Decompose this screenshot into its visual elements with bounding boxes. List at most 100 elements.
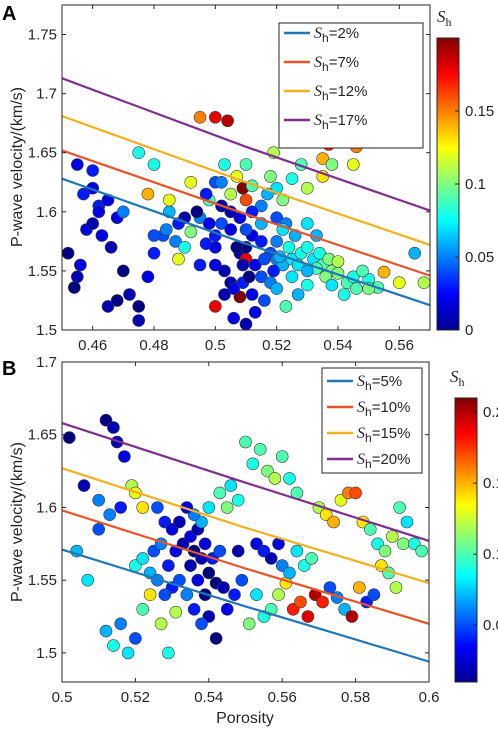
- data-point: [231, 544, 245, 558]
- model-curve-7pct: [62, 149, 430, 277]
- data-point: [169, 605, 183, 619]
- data-point: [209, 111, 222, 124]
- data-point: [162, 559, 175, 572]
- data-point: [254, 235, 268, 248]
- data-point: [147, 246, 161, 260]
- data-point: [117, 205, 130, 219]
- data-point: [242, 270, 256, 284]
- data-point: [258, 294, 271, 307]
- data-point: [92, 522, 105, 536]
- ylabel-a: P-wave velocity/(km/s): [9, 87, 26, 247]
- data-point: [377, 265, 391, 279]
- data-point: [121, 646, 135, 660]
- data-point: [136, 552, 149, 565]
- model-curve-12pct: [62, 115, 430, 246]
- x-tick-label: 0.46: [78, 337, 107, 354]
- data-point: [313, 246, 326, 260]
- data-point: [300, 278, 314, 292]
- data-point: [132, 300, 145, 313]
- data-point: [160, 223, 173, 236]
- data-point: [202, 217, 216, 230]
- data-point: [267, 264, 280, 278]
- data-point: [285, 270, 299, 284]
- data-point: [356, 264, 369, 278]
- legend-box-b: [321, 367, 423, 474]
- legend-entry: Sh=12%: [314, 83, 367, 103]
- data-point: [114, 501, 127, 514]
- data-point: [246, 457, 260, 471]
- data-point: [68, 281, 81, 294]
- data-point: [62, 246, 75, 260]
- panel-label-b: B: [2, 358, 16, 380]
- data-point: [172, 252, 185, 266]
- x-tick-label: 0.58: [341, 689, 370, 706]
- data-point: [213, 486, 227, 500]
- data-point: [350, 282, 363, 295]
- data-point: [81, 573, 94, 587]
- data-point: [228, 588, 241, 602]
- legend-entry: Sh=20%: [357, 451, 410, 471]
- data-point: [209, 241, 222, 254]
- data-point: [71, 270, 84, 284]
- data-point: [227, 311, 240, 325]
- data-point: [250, 588, 263, 602]
- data-point: [190, 205, 204, 219]
- data-point: [417, 276, 430, 289]
- data-point: [218, 158, 231, 171]
- data-point: [248, 305, 262, 319]
- data-point: [221, 114, 234, 128]
- legend-entry: Sh=15%: [357, 425, 410, 445]
- data-point: [300, 217, 314, 230]
- data-point: [132, 146, 145, 159]
- data-point: [184, 225, 198, 239]
- x-tick-label: 0.56: [268, 689, 297, 706]
- data-point: [385, 530, 399, 543]
- data-point: [283, 566, 296, 580]
- data-point: [110, 294, 124, 307]
- chart-b: P-wave velocity/(km/s) Porosity 0.5 0.52 0…: [9, 354, 498, 727]
- model-curve-17pct: [62, 77, 430, 212]
- colorbar-title-a: Sh: [437, 7, 452, 29]
- data-point: [218, 264, 231, 278]
- data-point: [218, 288, 231, 301]
- data-point: [415, 544, 429, 558]
- data-point: [71, 158, 84, 171]
- x-tick-label: 0.5: [52, 689, 73, 706]
- data-point: [117, 264, 130, 278]
- x-tick-label: 0.56: [385, 337, 414, 354]
- legend-entry: Sh=5%: [357, 373, 402, 393]
- data-point: [187, 602, 201, 616]
- data-point: [258, 252, 271, 266]
- model-curve-20pct: [62, 422, 429, 542]
- data-point: [195, 617, 208, 631]
- data-point: [290, 544, 304, 558]
- colorbar-tick-label: 0.1: [465, 176, 486, 193]
- x-tick-label: 0.54: [323, 337, 352, 354]
- data-point: [294, 595, 307, 609]
- data-point: [193, 111, 207, 124]
- data-point: [300, 241, 314, 254]
- colorbar-title-b: Sh: [450, 367, 465, 389]
- data-point: [300, 181, 314, 195]
- data-point: [77, 479, 91, 492]
- data-point: [270, 282, 284, 295]
- data-point: [193, 258, 207, 272]
- colorbar-tick-label: 0: [465, 322, 473, 339]
- data-point: [184, 176, 198, 189]
- data-point: [400, 515, 414, 529]
- data-point: [264, 552, 278, 565]
- data-point: [141, 270, 155, 284]
- data-point: [147, 158, 161, 171]
- colorbar-tick-label: 0.2: [483, 404, 498, 421]
- data-point: [231, 493, 245, 507]
- data-point: [169, 235, 182, 248]
- panel-label-a: A: [2, 3, 16, 25]
- y-tick-label: 1.65: [28, 145, 57, 162]
- data-point: [331, 255, 345, 268]
- data-point: [104, 241, 118, 254]
- data-point: [154, 617, 168, 631]
- data-point: [217, 581, 230, 594]
- data-point: [74, 258, 87, 272]
- data-point: [363, 522, 377, 536]
